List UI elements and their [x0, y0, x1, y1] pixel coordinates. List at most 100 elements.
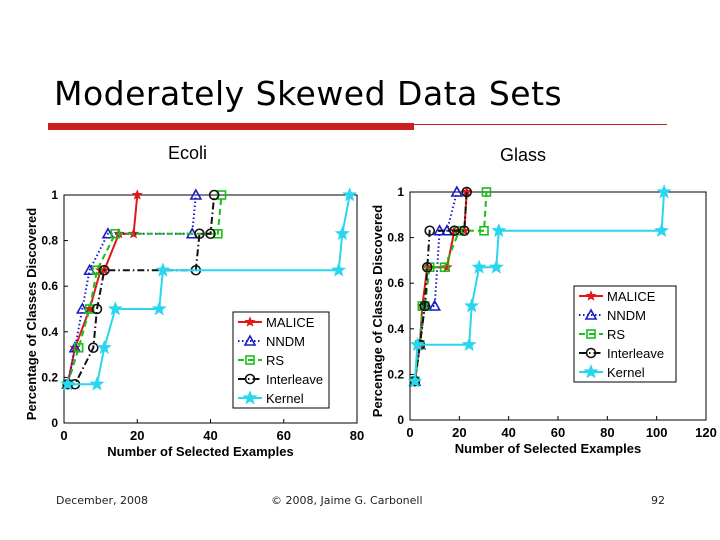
legend-marker	[245, 355, 255, 365]
series-kernel	[407, 184, 672, 388]
x-tick-label: 20	[452, 425, 466, 440]
data-point	[449, 225, 460, 237]
x-tick-label: 100	[646, 425, 668, 440]
x-axis-label: Number of Selected Examples	[107, 444, 293, 459]
data-point	[654, 222, 670, 238]
data-point	[471, 259, 487, 274]
data-point	[155, 262, 171, 277]
legend-marker	[584, 308, 598, 320]
legend-label: NNDM	[607, 308, 646, 323]
series-interleave	[409, 186, 473, 387]
y-axis-label: Percentage of Classes Discovered	[24, 208, 39, 420]
data-point	[84, 304, 95, 314]
series-line-nndm	[413, 191, 458, 382]
data-point	[98, 264, 110, 276]
x-tick-label: 80	[350, 428, 364, 443]
data-point	[92, 265, 102, 276]
series-interleave	[62, 189, 220, 390]
legend-marker	[244, 373, 256, 385]
data-point	[208, 189, 220, 201]
data-point	[107, 301, 123, 316]
data-point	[479, 225, 489, 236]
x-tick-label: 120	[695, 425, 717, 440]
data-point	[60, 376, 76, 391]
data-point	[407, 373, 423, 388]
series-nndm	[61, 188, 203, 390]
y-tick-label: 0.6	[387, 276, 404, 290]
chart-glass: 0 20 40 60 80 100 120 0 0.2 0.4 0.6 0.8 1 Number of S…	[370, 184, 717, 456]
x-tick-label: 40	[501, 425, 515, 440]
glass-chart-title: Glass	[500, 145, 547, 165]
series-line-interleave	[413, 191, 468, 382]
data-point	[88, 342, 99, 354]
data-point	[428, 299, 442, 311]
ecoli-chart-title: Ecoli	[168, 143, 208, 163]
series-rs	[410, 187, 492, 387]
data-point	[331, 262, 347, 277]
data-point	[419, 300, 431, 312]
y-axis-label: Percentage of Classes Discovered	[370, 205, 385, 417]
data-point	[96, 339, 112, 355]
data-point	[461, 336, 477, 352]
y-tick-label: 0.2	[387, 367, 404, 381]
data-point	[216, 190, 227, 200]
legend-label: MALICE	[266, 315, 315, 330]
data-point	[213, 228, 223, 239]
slide-title: Moderately Skewed Data Sets	[54, 74, 563, 113]
legend-label: Interleave	[607, 346, 664, 361]
data-point	[205, 228, 216, 240]
x-tick-label: 60	[551, 425, 565, 440]
y-tick-label: 0	[397, 413, 404, 427]
legend-marker	[583, 364, 599, 379]
data-point	[491, 222, 507, 238]
legend-label: RS	[266, 353, 284, 368]
legend-marker	[585, 347, 597, 359]
x-axis-label: Number of Selected Examples	[455, 441, 641, 456]
data-point	[461, 186, 473, 198]
series-line-malice	[413, 191, 468, 382]
data-point	[151, 301, 167, 316]
footer-copyright: © 2008, Jaime G. Carbonell	[271, 494, 423, 507]
data-point	[131, 189, 143, 200]
data-point	[128, 228, 140, 239]
x-tick-label: 0	[60, 428, 67, 443]
legend: MALICE NNDM RS Interleave Kernel	[232, 311, 330, 409]
chart-ecoli: 0 20 40 60 80 0 0.2 0.4 0.6 0.8 1 Number of Selecte…	[24, 187, 364, 459]
y-tick-label: 0.6	[41, 279, 58, 293]
data-point	[75, 302, 89, 314]
data-point	[89, 376, 105, 391]
legend: MALICE NNDM RS Interleave Kernel	[573, 285, 677, 383]
series-line-nndm	[66, 194, 197, 385]
legend-label: MALICE	[607, 289, 656, 304]
legend-label: Kernel	[607, 365, 645, 380]
y-tick-label: 0.4	[387, 322, 404, 336]
series-kernel	[60, 187, 358, 391]
legend-marker	[243, 334, 257, 346]
data-point	[189, 188, 203, 200]
legend-marker	[244, 316, 256, 327]
data-point	[83, 263, 96, 276]
title-underline-thin	[414, 124, 667, 125]
data-point	[424, 225, 436, 237]
data-point	[488, 259, 504, 274]
data-point	[409, 336, 425, 352]
data-point	[101, 227, 115, 239]
x-tick-label: 80	[600, 425, 614, 440]
series-malice	[409, 186, 473, 386]
legend-marker	[586, 329, 596, 339]
series-line-rs	[66, 194, 223, 385]
legend-label: Kernel	[266, 391, 304, 406]
data-point	[421, 261, 433, 273]
data-point	[334, 225, 350, 241]
y-tick-label: 0.8	[387, 231, 404, 245]
x-tick-label: 0	[406, 425, 413, 440]
footer-date: December, 2008	[56, 494, 149, 507]
y-tick-label: 0	[51, 416, 58, 430]
data-point	[91, 303, 103, 315]
x-tick-label: 40	[203, 428, 217, 443]
y-tick-label: 1	[51, 188, 58, 202]
y-tick-label: 1	[397, 185, 404, 199]
title-underline-thick	[48, 123, 414, 130]
series-line-interleave	[67, 194, 216, 386]
